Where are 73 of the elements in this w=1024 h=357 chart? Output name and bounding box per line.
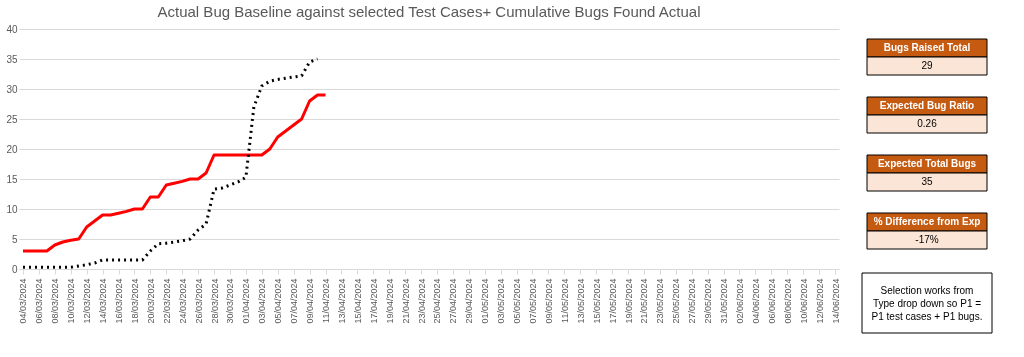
text: Expected Bug Ratio xyxy=(879,100,975,111)
line-series xyxy=(21,93,328,253)
x-tick-label: 10/03/2024 xyxy=(66,278,77,324)
x-tick-label: 10/06/2024 xyxy=(798,278,809,324)
x-tick-label: 01/04/2024 xyxy=(241,278,252,324)
x-tick-label: 11/05/2024 xyxy=(559,278,570,323)
x-tick-label: 07/04/2024 xyxy=(289,278,300,324)
text: Expected Total Bugs xyxy=(877,158,977,169)
x-tick-label: 08/06/2024 xyxy=(782,278,793,324)
x-tick-label: 28/03/2024 xyxy=(209,278,220,324)
x-tick-label: 13/04/2024 xyxy=(336,278,347,324)
x-tick-label: 17/04/2024 xyxy=(368,278,379,324)
x-tick-label: 12/06/2024 xyxy=(814,278,825,324)
y-tick-label: 5 xyxy=(11,233,18,245)
x-tick-label: 25/05/2024 xyxy=(671,278,682,324)
x-tick-label: 23/05/2024 xyxy=(655,278,666,324)
x-tick-label: 15/04/2024 xyxy=(352,278,363,324)
x-tick-label: 27/04/2024 xyxy=(448,278,459,324)
text: 35 xyxy=(921,176,933,187)
text: 29 xyxy=(921,60,933,71)
x-tick-label: 18/03/2024 xyxy=(129,278,140,324)
x-tick-label: 15/05/2024 xyxy=(591,278,602,324)
x-tick-label: 05/04/2024 xyxy=(273,278,284,324)
x-tick-label: 21/04/2024 xyxy=(400,278,411,324)
x-tick-label: 03/04/2024 xyxy=(257,278,268,324)
y-tick-label: 40 xyxy=(6,23,18,35)
y-tick-label: 25 xyxy=(6,113,18,125)
x-tick-label: 21/05/2024 xyxy=(639,278,650,324)
y-tick-label: 0 xyxy=(11,263,18,275)
x-tick-label: 08/03/2024 xyxy=(50,278,61,324)
y-tick-label: 20 xyxy=(6,143,18,155)
x-tick-label: 19/05/2024 xyxy=(623,278,634,324)
x-tick-label: 27/05/2024 xyxy=(687,278,698,324)
x-tick-label: 22/03/2024 xyxy=(161,278,172,324)
x-tick-label: 09/04/2024 xyxy=(305,278,316,324)
text: -17% xyxy=(915,234,939,245)
x-tick-label: 06/03/2024 xyxy=(34,278,45,324)
y-tick-label: 15 xyxy=(6,173,18,185)
x-tick-label: 06/06/2024 xyxy=(766,278,777,324)
x-tick-label: 31/05/2024 xyxy=(719,278,730,324)
x-tick-label: 30/03/2024 xyxy=(225,278,236,324)
x-tick-label: 07/05/2024 xyxy=(528,278,538,324)
x-tick-label: 13/05/2024 xyxy=(575,278,586,324)
x-tick-label: 16/03/2024 xyxy=(114,278,125,324)
x-tick-label: 26/03/2024 xyxy=(193,278,204,324)
text: Bugs Raised Total xyxy=(883,42,971,53)
line-series xyxy=(21,57,320,269)
x-tick-label: 14/03/2024 xyxy=(98,278,109,324)
chart-title: Actual Bug Baseline against selected Test Cases+ Cumulative Bugs Found Actual xyxy=(157,3,701,20)
x-tick-label: 19/04/2024 xyxy=(384,278,395,324)
text: 0.26 xyxy=(917,118,938,129)
x-tick-label: 04/06/2024 xyxy=(750,278,761,324)
x-tick-label: 14/06/2024 xyxy=(830,278,841,324)
x-tick-label: 02/06/2024 xyxy=(734,278,745,324)
x-tick-label: 11/04/2024 xyxy=(321,278,331,323)
y-tick-label: 35 xyxy=(6,53,18,65)
x-tick-label: 24/03/2024 xyxy=(177,278,188,324)
text: Selection works from Type drop down so P1 = P1 test cases + P1 bugs. xyxy=(871,285,983,322)
x-tick-label: 25/04/2024 xyxy=(432,278,443,324)
x-tick-label: 01/05/2024 xyxy=(480,278,491,324)
y-tick-label: 10 xyxy=(6,203,18,215)
x-tick-label: 12/03/2024 xyxy=(82,278,93,324)
x-tick-label: 09/05/2024 xyxy=(543,278,554,324)
text: % Difference from Exp xyxy=(873,216,981,227)
x-tick-label: 05/05/2024 xyxy=(512,278,523,324)
x-tick-label: 04/03/2024 xyxy=(18,278,29,324)
x-tick-label: 03/05/2024 xyxy=(496,278,507,324)
x-tick-label: 20/03/2024 xyxy=(145,278,156,324)
y-tick-label: 30 xyxy=(6,83,18,95)
x-tick-label: 23/04/2024 xyxy=(416,278,427,324)
x-tick-label: 17/05/2024 xyxy=(607,278,618,324)
x-tick-label: 29/05/2024 xyxy=(703,278,714,324)
x-tick-label: 29/04/2024 xyxy=(464,278,475,324)
